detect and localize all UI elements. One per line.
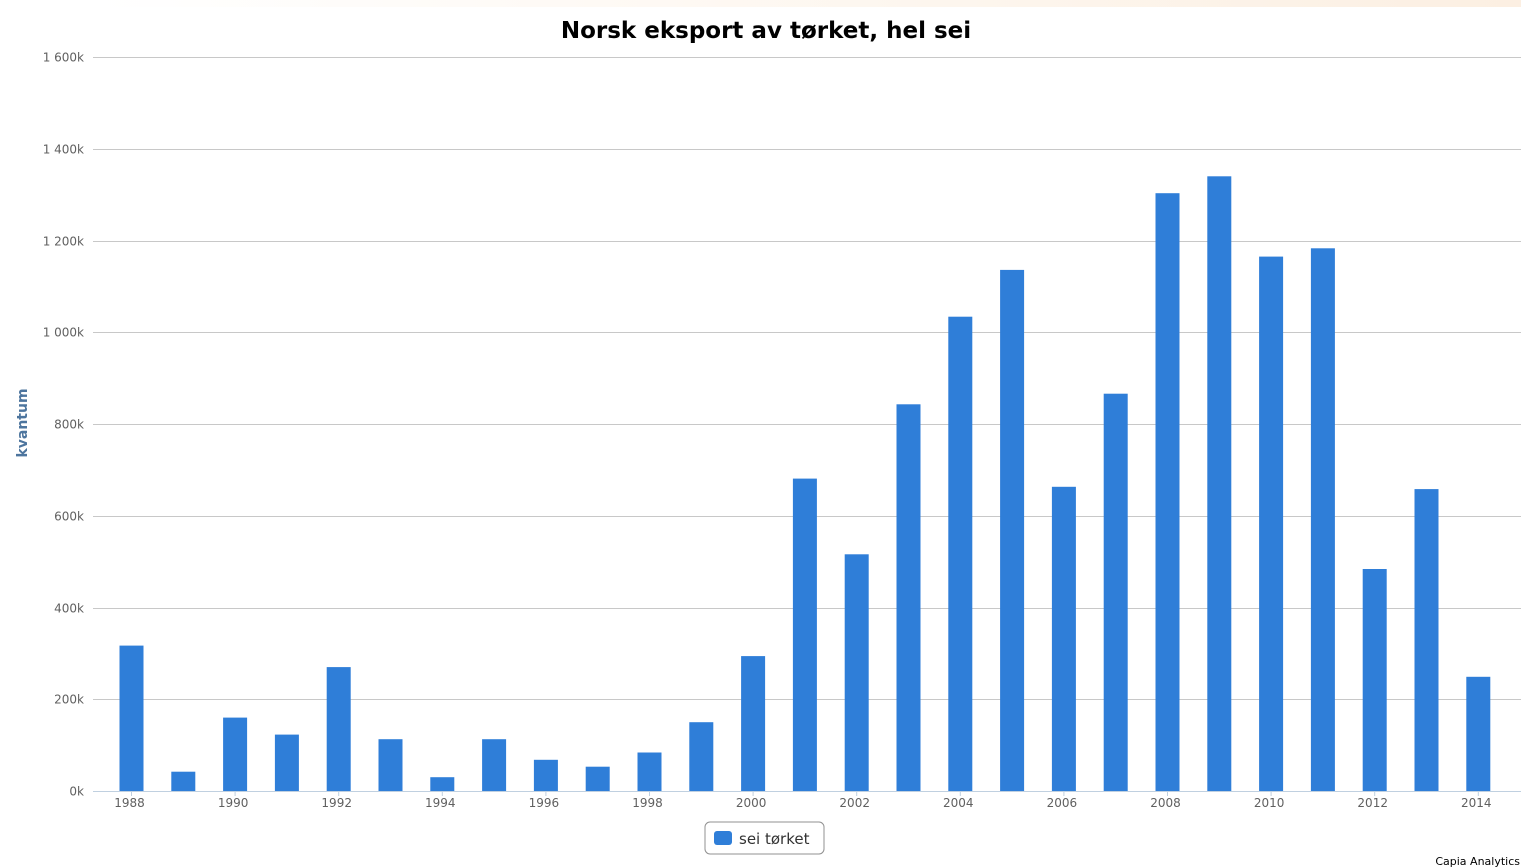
bar (637, 752, 662, 791)
bar (741, 656, 766, 791)
x-axis-ticks: 1988 1990 1992 1994 1996 1998 2000 2002 2004 2006… (114, 791, 1492, 810)
y-tick-label: 0k (69, 785, 84, 799)
x-tick-label: 2012 (1357, 796, 1388, 810)
bar (1207, 176, 1232, 792)
x-tick-label: 2006 (1047, 796, 1078, 810)
x-tick-label: 1988 (114, 796, 145, 810)
bar (223, 717, 248, 791)
y-tick-label: 400k (54, 602, 84, 616)
bar (430, 777, 455, 791)
x-tick-label: 1994 (425, 796, 456, 810)
chart-title: Norsk eksport av tørket, hel sei (561, 18, 971, 44)
bar (1155, 193, 1180, 791)
bar (1259, 256, 1284, 792)
header-strip (95, 0, 1521, 7)
bar (1051, 486, 1076, 791)
bar (844, 554, 869, 791)
bar (689, 722, 714, 791)
bar (1362, 569, 1387, 791)
legend-box (704, 821, 825, 855)
bar (274, 734, 299, 791)
bar (1310, 248, 1335, 792)
y-tick-label: 800k (54, 418, 84, 432)
bars (119, 176, 1491, 792)
y-axis-ticks: 0k 200k 400k 600k 800k 1 000k 1 200k 1 400k 1 60… (43, 51, 84, 799)
legend-item-label[interactable]: sei tørket (739, 830, 810, 848)
y-tick-label: 1 400k (43, 143, 84, 157)
x-tick-label: 2002 (839, 796, 870, 810)
y-axis-label: kvantum (15, 388, 31, 457)
bar (326, 667, 351, 791)
x-tick-label: 2008 (1150, 796, 1181, 810)
bar (1414, 489, 1439, 791)
x-tick-label: 2004 (943, 796, 974, 810)
bar (896, 404, 921, 791)
bar (1103, 393, 1128, 791)
y-tick-label: 200k (54, 693, 84, 707)
bar (533, 759, 558, 791)
x-tick-label: 1996 (529, 796, 560, 810)
x-tick-label: 1998 (632, 796, 663, 810)
x-tick-label: 2010 (1254, 796, 1285, 810)
bar (378, 739, 403, 791)
credits-label[interactable]: Capia Analytics (1435, 855, 1520, 868)
y-tick-label: 1 200k (43, 235, 84, 249)
legend-swatch (714, 831, 732, 845)
x-tick-label: 2014 (1461, 796, 1492, 810)
x-tick-label: 1990 (218, 796, 249, 810)
legend[interactable]: sei tørket (704, 821, 825, 855)
bar (1000, 269, 1025, 791)
y-tick-label: 600k (54, 510, 84, 524)
bar (792, 478, 817, 791)
bar (171, 771, 196, 791)
x-tick-label: 1992 (321, 796, 352, 810)
y-tick-label: 1 600k (43, 51, 84, 65)
bar (948, 316, 973, 791)
y-tick-label: 1 000k (43, 326, 84, 340)
bar (1466, 676, 1491, 791)
bar (482, 739, 507, 791)
bar (585, 766, 610, 791)
bar (119, 645, 144, 791)
x-tick-label: 2000 (736, 796, 767, 810)
